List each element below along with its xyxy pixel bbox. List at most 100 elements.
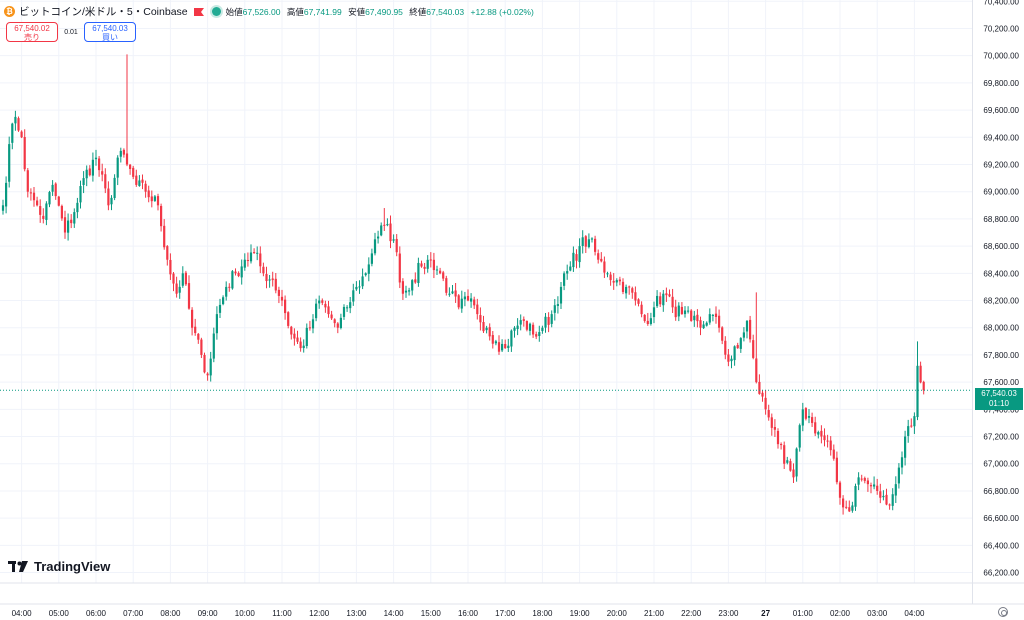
candle-body (702, 324, 705, 329)
candle-body (662, 293, 665, 306)
price-axis[interactable] (972, 0, 1024, 604)
candle-body (730, 358, 733, 362)
candle-body (848, 507, 851, 512)
current-price-value: 67,540.03 (981, 389, 1017, 398)
candle-body (125, 153, 129, 165)
candle-body (525, 321, 528, 330)
candle-body (699, 320, 702, 328)
candle-body (262, 266, 265, 274)
candle-body (445, 278, 448, 293)
candle-body (435, 269, 439, 271)
candle-body (389, 223, 392, 242)
x-tick-label: 09:00 (198, 609, 219, 618)
sell-button[interactable]: 67,540.02 売り (6, 22, 58, 42)
candle-body (432, 259, 435, 271)
candle-body (501, 343, 504, 351)
candle-body (795, 448, 798, 477)
candle-body (439, 270, 442, 274)
candle-body (770, 417, 773, 428)
candle-body (497, 342, 501, 352)
candle-body (358, 286, 361, 288)
candle-body (879, 491, 882, 498)
buy-label: 買い (102, 33, 118, 42)
y-tick-label: 67,600.00 (983, 378, 1019, 387)
candle-body (463, 296, 466, 300)
candle-body (665, 293, 668, 296)
candle-body (597, 253, 600, 260)
candle-body (559, 286, 563, 304)
symbol-title[interactable]: ビットコイン/米ドル・5・Coinbase (19, 6, 188, 18)
candle-body (457, 295, 460, 308)
candle-body (838, 482, 842, 498)
candle-body (153, 196, 156, 201)
candle-body (26, 170, 29, 192)
candle-body (851, 505, 854, 511)
candle-body (398, 253, 401, 283)
tradingview-logo[interactable]: TradingView (8, 559, 110, 574)
candle-body (519, 320, 522, 325)
candle-body (104, 174, 107, 189)
time-axis[interactable] (0, 604, 1024, 620)
candle-body (513, 327, 516, 331)
candle-body (370, 253, 373, 264)
candle-body (271, 278, 274, 281)
candle-body (259, 253, 262, 267)
candle-body (876, 485, 879, 491)
candle-body (377, 236, 380, 239)
x-tick-label: 12:00 (309, 609, 330, 618)
candle-body (606, 273, 609, 275)
candle-body (640, 304, 643, 315)
change-value: +12.88 (+0.02%) (470, 6, 534, 17)
candle-body (687, 310, 690, 312)
candle-body (392, 239, 395, 241)
candle-body (206, 373, 209, 376)
candle-body (761, 392, 764, 397)
buy-button[interactable]: 67,540.03 買い (84, 22, 136, 42)
x-tick-label: 23:00 (718, 609, 739, 618)
x-tick-label: 14:00 (384, 609, 405, 618)
high-value: 67,741.99 (303, 6, 342, 17)
candle-body (70, 219, 73, 224)
candle-body (253, 252, 256, 254)
candle-body (163, 225, 166, 248)
candle-body (739, 338, 742, 349)
candle-body (203, 354, 206, 373)
candle-body (122, 149, 125, 155)
candle-body (485, 327, 488, 331)
candle-body (916, 365, 919, 418)
candle-body (169, 259, 172, 275)
candle-body (820, 430, 823, 437)
x-tick-label: 22:00 (681, 609, 702, 618)
candle-body (442, 272, 445, 279)
candle-body (311, 319, 315, 329)
legend-header: ₿ ビットコイン/米ドル・5・Coinbase 始値67,526.00 高値67… (4, 4, 538, 19)
x-tick-label: 02:00 (830, 609, 851, 618)
candle-body (860, 478, 863, 480)
y-tick-label: 69,400.00 (983, 133, 1019, 142)
candle-body (671, 296, 674, 308)
candle-body (600, 258, 603, 262)
candle-body (504, 344, 507, 349)
candle-body (680, 306, 683, 315)
buy-price: 67,540.03 (92, 24, 128, 33)
candle-body (798, 425, 801, 448)
candle-body (404, 290, 408, 293)
x-tick-label: 06:00 (86, 609, 107, 618)
candle-body (240, 266, 243, 278)
candle-body (869, 485, 873, 487)
candle-body (460, 298, 463, 309)
settings-icon[interactable] (998, 607, 1008, 617)
close-value: 67,540.03 (426, 6, 465, 17)
flag-icon[interactable] (193, 7, 204, 16)
tradingview-logo-icon (8, 560, 30, 573)
candle-body (528, 323, 532, 331)
candle-body (792, 469, 795, 478)
candle-body (900, 457, 904, 468)
candle-body (284, 299, 287, 314)
candle-body (234, 271, 237, 274)
candle-body (181, 273, 184, 286)
x-tick-label: 16:00 (458, 609, 479, 618)
x-tick-label: 19:00 (570, 609, 591, 618)
